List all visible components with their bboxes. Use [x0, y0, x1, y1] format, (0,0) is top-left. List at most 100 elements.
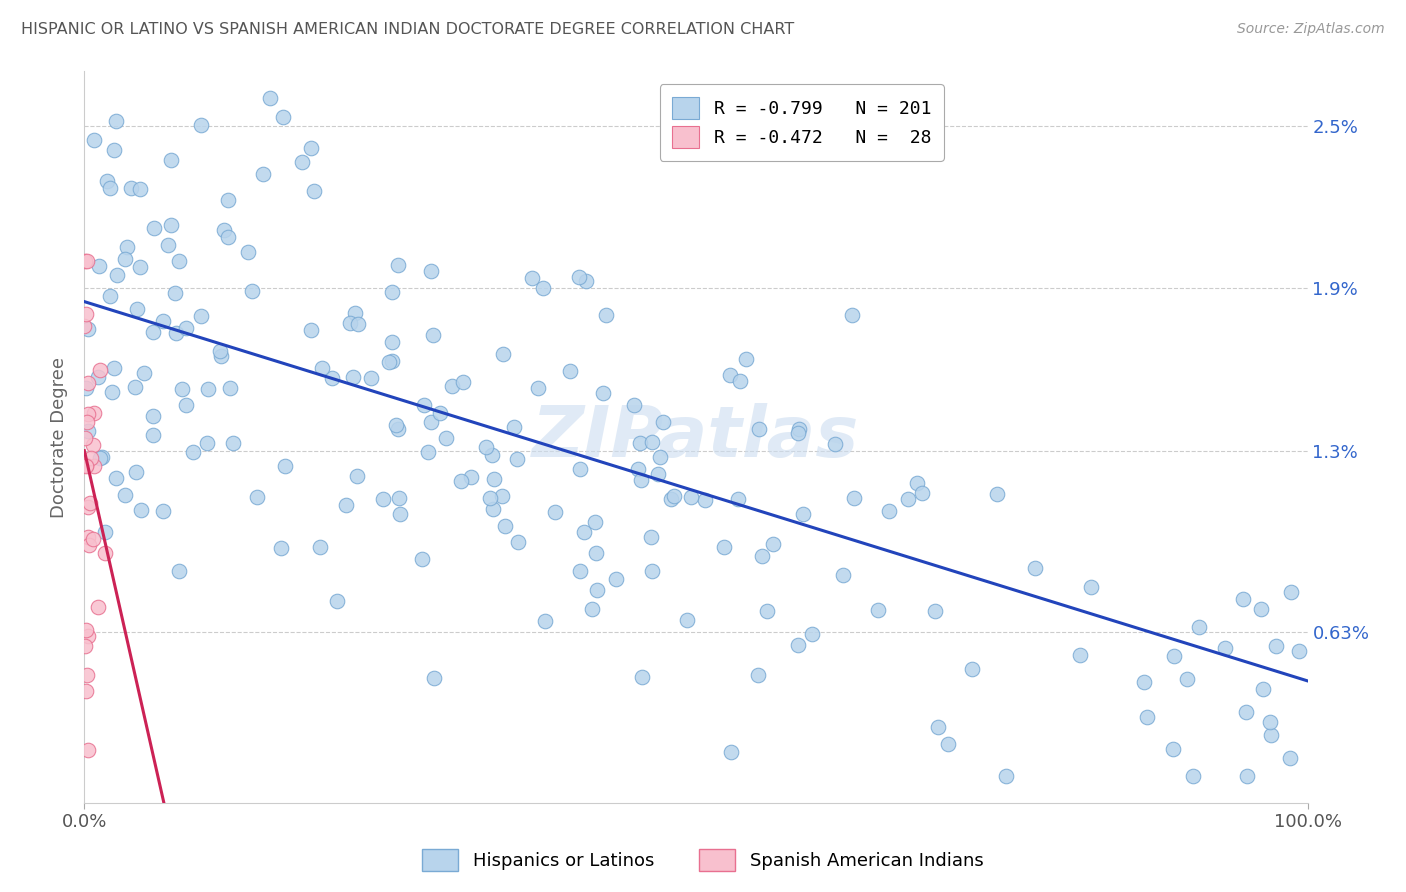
Point [1288, 643, 1310, 657]
Legend: Hispanics or Latinos, Spanish American Indians: Hispanics or Latinos, Spanish American I… [415, 842, 991, 879]
Point [832, 568, 855, 582]
Point [371, 491, 394, 506]
Point [411, 551, 433, 566]
Point [1132, 674, 1154, 689]
Point [1188, 620, 1211, 634]
Point [252, 167, 274, 181]
Point [748, 422, 770, 436]
Point [385, 418, 408, 433]
Point [190, 309, 212, 323]
Point [460, 470, 482, 484]
Point [1279, 585, 1302, 599]
Point [676, 613, 699, 627]
Point [560, 364, 582, 378]
Point [1182, 769, 1205, 783]
Point [387, 258, 409, 272]
Point [103, 144, 125, 158]
Point [728, 374, 751, 388]
Point [222, 435, 245, 450]
Point [713, 540, 735, 554]
Point [526, 381, 548, 395]
Point [747, 667, 769, 681]
Point [877, 504, 900, 518]
Point [1250, 602, 1272, 616]
Text: Source: ZipAtlas.com: Source: ZipAtlas.com [1237, 22, 1385, 37]
Point [1232, 592, 1254, 607]
Point [1163, 741, 1185, 756]
Point [76, 254, 98, 268]
Point [718, 368, 741, 383]
Point [129, 182, 152, 196]
Point [1260, 728, 1282, 742]
Point [505, 452, 527, 467]
Point [661, 491, 683, 506]
Point [586, 583, 609, 598]
Point [75, 458, 97, 472]
Point [924, 604, 946, 618]
Point [800, 627, 823, 641]
Point [450, 474, 472, 488]
Point [647, 467, 669, 482]
Point [181, 445, 204, 459]
Point [195, 436, 218, 450]
Point [132, 366, 155, 380]
Point [481, 448, 503, 462]
Point [98, 289, 121, 303]
Point [960, 662, 983, 676]
Point [572, 525, 595, 540]
Point [652, 415, 675, 429]
Point [1213, 640, 1236, 655]
Point [176, 321, 198, 335]
Point [128, 260, 150, 274]
Point [218, 193, 240, 207]
Point [751, 549, 773, 564]
Point [938, 737, 960, 751]
Point [506, 535, 529, 549]
Point [502, 419, 524, 434]
Point [176, 398, 198, 412]
Point [77, 629, 100, 643]
Point [75, 381, 97, 395]
Point [152, 504, 174, 518]
Point [214, 223, 236, 237]
Point [1236, 769, 1258, 783]
Point [344, 306, 367, 320]
Point [91, 450, 114, 464]
Point [568, 269, 591, 284]
Point [420, 264, 443, 278]
Point [605, 572, 627, 586]
Point [75, 307, 97, 321]
Point [1024, 561, 1046, 575]
Point [735, 351, 758, 366]
Point [169, 564, 191, 578]
Point [160, 153, 183, 168]
Point [641, 564, 664, 578]
Point [311, 361, 333, 376]
Point [77, 742, 100, 756]
Point [77, 322, 100, 336]
Point [378, 355, 401, 369]
Point [114, 488, 136, 502]
Point [346, 469, 368, 483]
Point [165, 326, 187, 341]
Point [623, 398, 645, 412]
Point [217, 230, 239, 244]
Point [434, 431, 457, 445]
Point [76, 530, 98, 544]
Point [693, 492, 716, 507]
Point [75, 254, 97, 268]
Point [274, 458, 297, 473]
Point [190, 118, 212, 132]
Point [1175, 672, 1198, 686]
Point [1279, 751, 1302, 765]
Point [664, 489, 686, 503]
Point [388, 507, 411, 521]
Point [114, 252, 136, 266]
Point [787, 426, 810, 441]
Point [492, 347, 515, 361]
Point [77, 407, 100, 421]
Point [1069, 648, 1091, 663]
Point [83, 458, 105, 473]
Point [360, 371, 382, 385]
Point [238, 245, 260, 260]
